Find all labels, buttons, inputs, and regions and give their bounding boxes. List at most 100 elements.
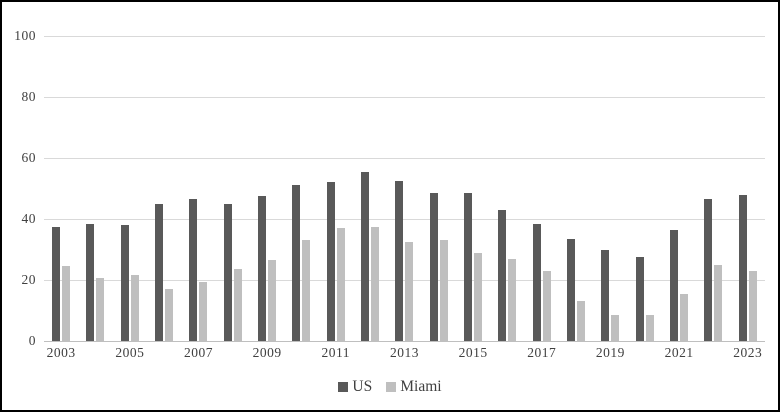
bar-group-2009 <box>250 36 284 341</box>
bars-layer <box>44 36 765 341</box>
y-axis-label-60: 60 <box>21 150 36 165</box>
miami-bar-2023 <box>748 270 757 341</box>
bar-group-2016 <box>490 36 524 341</box>
legend-item-miami: Miami <box>386 378 442 396</box>
x-axis-label-2020 <box>628 345 662 361</box>
bar-group-2010 <box>284 36 318 341</box>
x-axis-label-2008 <box>216 345 250 361</box>
miami-bar-2018 <box>577 301 586 341</box>
miami-bar-2016 <box>508 258 517 341</box>
x-axis-label-2006 <box>147 345 181 361</box>
miami-bar-2011 <box>336 228 345 341</box>
us-bar-2020 <box>635 257 644 341</box>
us-bar-2012 <box>361 171 370 341</box>
x-axis: 2003 2005 2007 2009 2011 2013 2015 2017 2019 2021… <box>44 345 765 361</box>
us-bar-2010 <box>292 185 301 341</box>
us-bar-2019 <box>601 249 610 341</box>
bar-group-2019 <box>593 36 627 341</box>
miami-bar-2006 <box>165 289 174 341</box>
x-axis-label-2007: 2007 <box>183 345 213 360</box>
bar-group-2018 <box>559 36 593 341</box>
x-axis-label-2003: 2003 <box>46 345 76 360</box>
x-axis-label-2011: 2011 <box>321 345 351 360</box>
y-axis-label-0: 0 <box>28 333 36 348</box>
legend-item-us: US <box>338 378 372 396</box>
x-axis-label-2023: 2023 <box>733 345 763 360</box>
us-bar-2007 <box>189 199 198 341</box>
miami-bar-2019 <box>611 315 620 341</box>
y-axis-label-40: 40 <box>21 211 36 226</box>
legend-swatch-miami-icon <box>386 382 397 392</box>
bar-group-2011 <box>319 36 353 341</box>
miami-bar-2014 <box>439 240 448 341</box>
x-axis-label-2013: 2013 <box>389 345 419 360</box>
us-bar-2023 <box>738 194 747 341</box>
bar-group-2013 <box>387 36 421 341</box>
us-bar-2011 <box>326 182 335 341</box>
plot-area <box>44 36 765 342</box>
miami-bar-2004 <box>96 278 105 341</box>
x-axis-label-2015: 2015 <box>458 345 488 360</box>
x-axis-label-2019: 2019 <box>595 345 625 360</box>
chart-legend: US Miami <box>2 378 778 396</box>
miami-bar-2020 <box>645 315 654 341</box>
bar-group-2023 <box>731 36 765 341</box>
miami-bar-2022 <box>714 264 723 341</box>
us-bar-2005 <box>120 225 129 341</box>
bar-group-2020 <box>628 36 662 341</box>
bar-group-2005 <box>113 36 147 341</box>
x-axis-label-2005: 2005 <box>115 345 145 360</box>
gridline-80 <box>44 97 765 98</box>
y-axis: 0 20 40 60 80 100 <box>2 2 38 410</box>
legend-label-miami: Miami <box>400 378 442 395</box>
miami-bar-2015 <box>474 252 483 341</box>
bar-group-2015 <box>456 36 490 341</box>
x-axis-label-2016 <box>490 345 524 361</box>
gridline-60 <box>44 158 765 159</box>
us-bar-2009 <box>258 196 267 341</box>
legend-swatch-us-icon <box>338 382 349 392</box>
bar-group-2006 <box>147 36 181 341</box>
us-bar-2003 <box>52 226 61 341</box>
y-axis-label-20: 20 <box>21 272 36 287</box>
us-bar-2004 <box>86 223 95 341</box>
miami-bar-2005 <box>130 275 139 341</box>
miami-bar-2003 <box>62 266 71 341</box>
y-axis-label-100: 100 <box>14 28 36 43</box>
bar-group-2017 <box>525 36 559 341</box>
y-axis-label-80: 80 <box>21 89 36 104</box>
x-axis-label-2010 <box>284 345 318 361</box>
bar-group-2021 <box>662 36 696 341</box>
miami-bar-2017 <box>542 270 551 341</box>
us-bar-2008 <box>223 203 232 341</box>
x-axis-label-2012 <box>353 345 387 361</box>
miami-bar-2009 <box>268 260 277 341</box>
x-axis-label-2004 <box>78 345 112 361</box>
bar-group-2014 <box>422 36 456 341</box>
bar-group-2008 <box>216 36 250 341</box>
x-axis-label-2022 <box>696 345 730 361</box>
bar-group-2022 <box>696 36 730 341</box>
x-axis-label-2017: 2017 <box>527 345 557 360</box>
us-bar-2021 <box>670 229 679 341</box>
us-bar-2017 <box>532 223 541 341</box>
bar-group-2003 <box>44 36 78 341</box>
x-axis-label-2018 <box>559 345 593 361</box>
x-axis-label-2014 <box>422 345 456 361</box>
us-bar-2022 <box>704 199 713 341</box>
bar-group-2007 <box>181 36 215 341</box>
legend-label-us: US <box>352 378 373 395</box>
gridline-20 <box>44 280 765 281</box>
miami-bar-2021 <box>680 293 689 341</box>
miami-bar-2007 <box>199 281 208 341</box>
us-bar-2013 <box>395 180 404 341</box>
bar-group-2012 <box>353 36 387 341</box>
gridline-100 <box>44 36 765 37</box>
x-axis-label-2009: 2009 <box>252 345 282 360</box>
us-bar-2015 <box>464 193 473 341</box>
us-bar-2006 <box>155 203 164 341</box>
us-bar-2014 <box>429 193 438 341</box>
x-axis-line <box>44 341 765 342</box>
miami-bar-2010 <box>302 240 311 341</box>
